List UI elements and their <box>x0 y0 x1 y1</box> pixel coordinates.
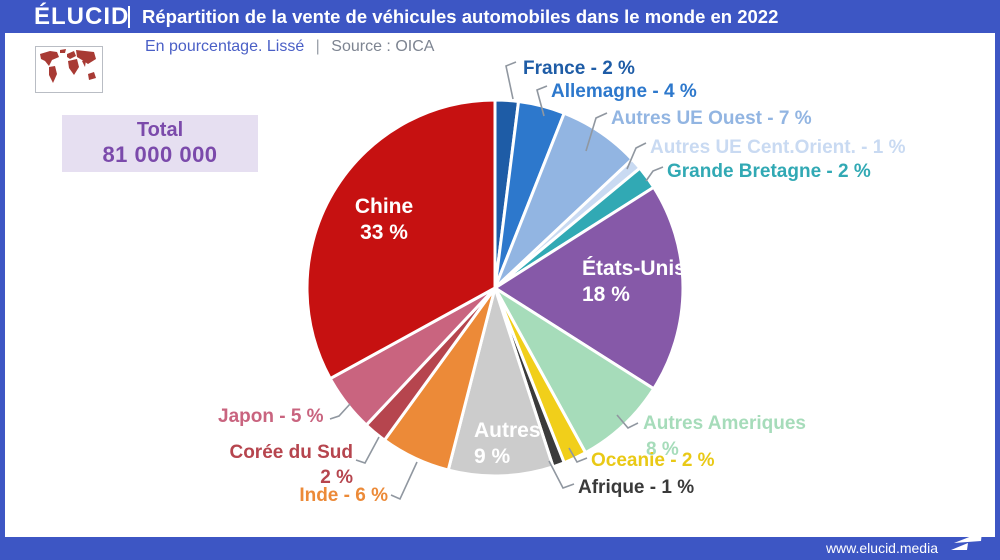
label-grande-bretagne: Grande Bretagne - 2 % <box>667 161 871 182</box>
label-chine: Chine 33 % <box>354 195 414 245</box>
label-leader-line <box>548 460 575 489</box>
frame-right-border <box>995 0 1000 560</box>
footer-url: www.elucid.media <box>825 540 938 556</box>
label-allemagne: Allemagne - 4 % <box>551 81 697 102</box>
label-leader-line <box>585 112 608 152</box>
label-autres: Autres 9 % <box>474 419 541 469</box>
label-afrique: Afrique - 1 % <box>578 477 695 498</box>
footer-bar <box>0 537 1000 560</box>
elucid-logo: ÉLUCID <box>34 2 130 30</box>
total-box: Total 81 000 000 <box>62 115 258 172</box>
label-leader-line <box>626 142 647 170</box>
header-separator <box>128 5 130 28</box>
label-leader-line <box>616 414 639 429</box>
chart-subtitle: En pourcentage. Lissé | Source : OICA <box>145 38 434 56</box>
label-leader-line <box>536 85 548 117</box>
subtitle-separator: | <box>315 38 320 55</box>
total-value: 81 000 000 <box>102 142 218 168</box>
label-autres-ue-ouest: Autres UE Ouest - 7 % <box>611 108 812 129</box>
elucid-flag-icon <box>948 529 986 556</box>
label-japon: Japon - 5 % <box>218 406 324 427</box>
label-coree-du-sud: Corée du Sud 2 % <box>229 442 353 488</box>
label-autres-ameriques: Autres Ameriques 8 % <box>643 413 806 460</box>
subtitle-method: En pourcentage. Lissé <box>145 38 305 55</box>
pie-slice-chine <box>305 98 497 381</box>
label-leader-line <box>645 166 664 182</box>
page-title: Répartition de la vente de véhicules aut… <box>142 5 779 27</box>
label-leader-line <box>390 461 418 501</box>
label-leader-line <box>355 436 380 464</box>
total-label: Total <box>136 119 184 142</box>
subtitle-source: Source : OICA <box>331 38 435 55</box>
label-leader-line <box>329 403 351 420</box>
frame-left-border <box>0 0 5 560</box>
label-etats-unis: États-Unis 18 % <box>582 257 686 307</box>
world-map-icon <box>35 46 103 93</box>
label-autres-ue-cent-orient: Autres UE Cent.Orient. - 1 % <box>650 137 906 158</box>
pie-slice-autres-ameriques <box>493 286 656 455</box>
label-inde: Inde - 6 % <box>299 485 388 506</box>
pie-slice-autres <box>446 286 555 478</box>
pie-slice-etats-unis <box>493 185 685 391</box>
label-leader-line <box>505 61 517 100</box>
header-bar: ÉLUCID Répartition de la vente de véhicu… <box>0 0 1000 33</box>
label-france: France - 2 % <box>523 58 635 79</box>
label-oceanie: Oceanie - 2 % <box>591 450 715 471</box>
label-leader-line <box>568 447 588 464</box>
